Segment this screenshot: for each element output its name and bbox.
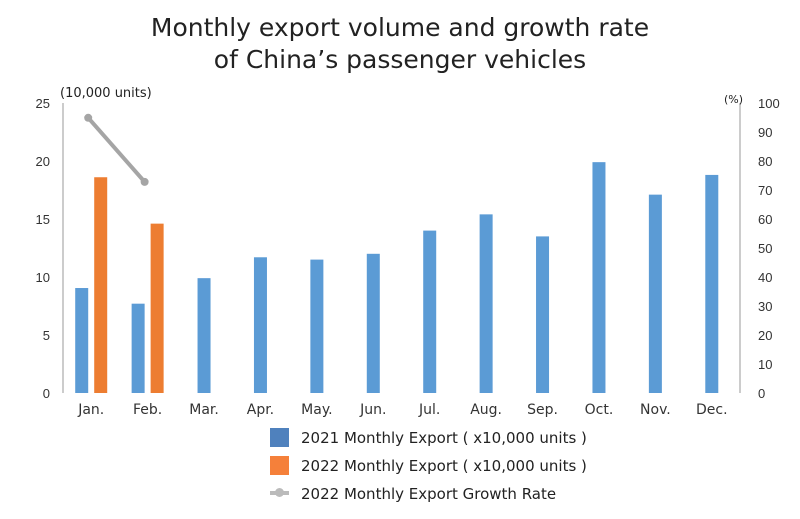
x-tick-label: Mar. [189,402,219,418]
bar-2021 [705,174,719,393]
bar-2021 [648,194,662,393]
bar-2021 [536,236,550,393]
bar-2021 [479,214,493,393]
right-tick-label: 70 [758,183,772,198]
right-tick-label: 30 [758,299,772,314]
bar-2021 [75,288,89,393]
legend-label: 2022 Monthly Export ( x10,000 units ) [301,456,587,475]
x-tick-label: Feb. [133,402,162,418]
growth-rate-point [140,177,149,186]
legend-label: 2022 Monthly Export Growth Rate [301,484,557,503]
x-tick-label: Nov. [640,402,671,418]
bar-2022 [150,223,164,393]
legend-label: 2021 Monthly Export ( x10,000 units ) [301,428,587,447]
right-tick-label: 60 [758,212,772,227]
left-tick-label: 10 [36,270,50,285]
x-tick-label: Apr. [247,402,274,418]
growth-rate-point [84,113,93,122]
left-tick-label: 25 [36,96,50,111]
x-tick-label: May. [301,402,332,418]
legend-item-growth: 2022 Monthly Export Growth Rate [270,484,556,503]
bar-2021 [131,303,145,393]
legend-line-marker [270,484,289,503]
x-tick-label: Jan. [77,402,104,418]
right-tick-label: 40 [758,270,772,285]
bar-2021 [253,257,267,393]
left-tick-label: 0 [43,386,50,401]
bar-2021 [310,259,324,393]
bar-2022 [94,177,108,393]
x-tick-label: Aug. [470,402,502,418]
right-tick-label: 20 [758,328,772,343]
right-tick-label: 90 [758,125,772,140]
chart-title-line1: Monthly export volume and growth rate [150,13,650,42]
x-tick-label: Jul. [418,402,440,418]
right-tick-label: 10 [758,357,772,372]
x-tick-label: Jun. [359,402,386,418]
bar-2021 [366,253,380,393]
left-axis-unit: (10,000 units) [60,86,152,101]
bar-2021 [197,278,211,393]
legend-swatch [270,456,289,475]
legend-item-2022: 2022 Monthly Export ( x10,000 units ) [270,456,587,475]
bar-2021 [592,162,606,393]
growth-rate-line [86,116,147,184]
x-tick-label: Oct. [585,402,614,418]
right-axis-unit: (%) [724,93,743,106]
legend-swatch [270,428,289,447]
x-tick-label: Sep. [527,402,558,418]
chart-title-line2: of China’s passenger vehicles [213,45,587,74]
right-tick-label: 80 [758,154,772,169]
right-tick-label: 100 [758,96,780,111]
left-tick-label: 20 [36,154,50,169]
legend-item-2021: 2021 Monthly Export ( x10,000 units ) [270,428,587,447]
left-tick-label: 15 [36,212,50,227]
right-tick-label: 50 [758,241,772,256]
right-tick-label: 0 [758,386,765,401]
x-tick-label: Dec. [696,402,728,418]
bar-2021 [423,230,437,393]
left-tick-label: 5 [43,328,50,343]
